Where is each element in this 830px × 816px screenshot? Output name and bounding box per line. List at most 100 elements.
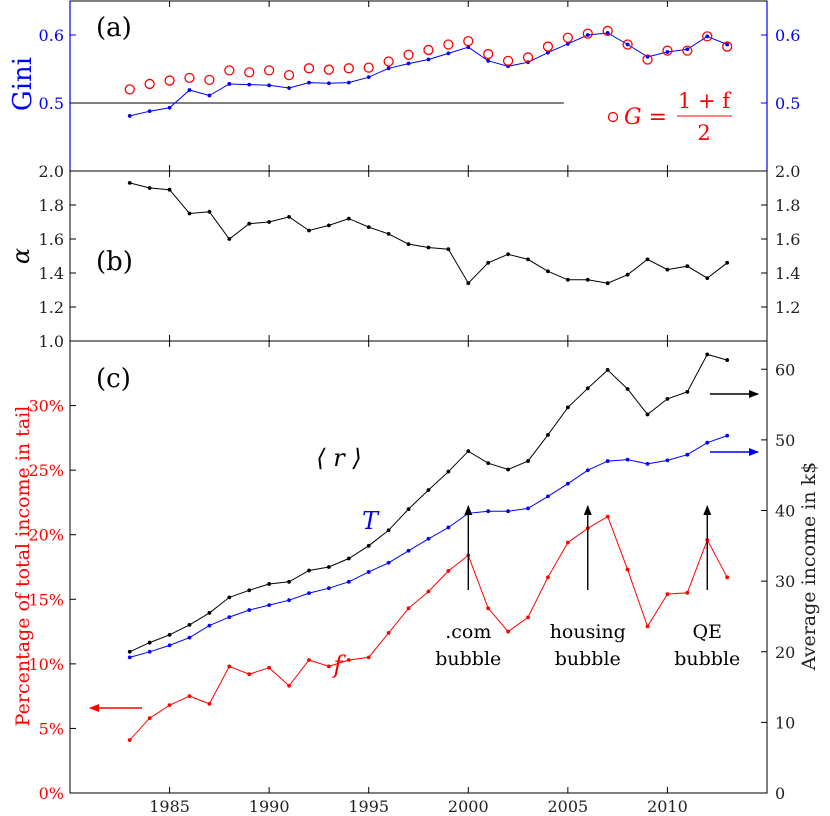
- panel-a-ylabel: Gini: [8, 57, 38, 111]
- panel-frame-c: [69, 340, 768, 794]
- gini-series-point: [665, 50, 670, 54]
- alpha-series-point: [486, 260, 491, 265]
- f-series-point: [605, 514, 610, 519]
- alpha-series-point: [247, 221, 252, 226]
- panel-b-y-tick-label: 1.8: [39, 196, 64, 215]
- bubble-annotation-text: QE: [693, 621, 722, 643]
- alpha-series-point: [307, 228, 311, 233]
- panel-b-y2-tick-label: 1.4: [775, 264, 800, 283]
- f-series-point: [247, 672, 252, 677]
- gini-formula-point: [363, 62, 374, 73]
- alpha-series-point: [147, 186, 152, 190]
- gini-series-point: [167, 105, 172, 110]
- f-series-point: [147, 716, 152, 720]
- r-series-point: [546, 433, 550, 437]
- alpha-series-point: [346, 216, 351, 221]
- alpha-series-point: [287, 215, 291, 219]
- bubble-annotation-text: bubble: [555, 648, 621, 670]
- panel-b-y2-tick-label: 1.2: [775, 298, 800, 317]
- t-series-point: [207, 623, 212, 628]
- alpha-series-point: [426, 245, 431, 250]
- t-series-label: T: [362, 507, 380, 535]
- gini-series-point: [605, 31, 610, 35]
- t-series-point: [565, 481, 570, 486]
- panel-c-ylabel: Percentage of total income in tail: [12, 406, 34, 727]
- r-series-line: [129, 353, 728, 653]
- panel-b-y-tick-label: 2.0: [39, 162, 64, 181]
- alpha-series-point: [645, 257, 650, 262]
- panel-c-y2-tick-label: 10: [775, 713, 795, 732]
- t-series-point: [406, 548, 411, 553]
- t-series-point: [187, 635, 192, 640]
- gini-formula-point: [323, 64, 335, 75]
- f-series-point: [127, 738, 132, 742]
- gini-formula-point: [662, 45, 673, 56]
- f-series-point: [665, 592, 670, 597]
- panel-a-y2-tick-label: 0.5: [775, 94, 800, 113]
- legend-formula-denominator: 2: [697, 121, 710, 145]
- r-series-point: [625, 387, 630, 391]
- t-series-point: [725, 433, 730, 438]
- panel-c-y-tick-label: 20%: [28, 526, 64, 545]
- gini-formula-point: [443, 39, 454, 50]
- gini-formula-point: [403, 49, 414, 60]
- gini-series-point: [127, 114, 132, 118]
- r-series-point: [147, 640, 152, 645]
- alpha-series-point: [386, 232, 391, 236]
- t-series-point: [167, 643, 172, 648]
- panel-c-y2-tick-label: 50: [775, 431, 795, 450]
- panel-frame-a: [69, 0, 768, 172]
- panel-c-y2-tick-label: 60: [775, 360, 795, 379]
- gini-formula-point: [483, 48, 494, 60]
- gini-series-point: [386, 66, 391, 71]
- panel-c-y-tick-label: 10%: [28, 655, 64, 674]
- x-tick-label: 2000: [448, 797, 489, 816]
- gini-series-point: [287, 86, 291, 90]
- r-series-point: [366, 543, 371, 548]
- gini-series-point: [267, 83, 272, 88]
- panel-a-y2-tick-label: 0.6: [775, 26, 800, 45]
- f-series-point: [227, 664, 232, 669]
- gini-series-point: [466, 45, 471, 50]
- panel-b-ylabel: α: [7, 248, 35, 264]
- gini-formula-point: [303, 63, 315, 74]
- f-series-point: [267, 665, 272, 670]
- gini-series-point: [307, 80, 311, 85]
- gini-formula-point: [224, 65, 235, 76]
- gini-formula-point: [383, 56, 394, 67]
- gini-series-point: [645, 54, 650, 59]
- gini-formula-point: [144, 78, 155, 90]
- alpha-series-point: [167, 187, 172, 192]
- gini-formula-point: [542, 41, 554, 52]
- r-series-point: [267, 582, 272, 586]
- gini-series-point: [207, 93, 212, 98]
- t-series-point: [366, 570, 371, 574]
- gini-formula-point: [642, 54, 653, 65]
- alpha-series-point: [366, 225, 371, 230]
- gini-series-point: [426, 57, 431, 62]
- r-series-label: ⟨ r ⟩: [316, 444, 361, 472]
- f-series-point: [307, 658, 311, 662]
- panel-b-y-tick-label: 1.2: [39, 298, 64, 317]
- f-series-point: [506, 629, 511, 634]
- r-series-point: [127, 649, 132, 654]
- r-series-point: [605, 368, 610, 372]
- t-series-point: [685, 452, 690, 457]
- gini-formula-point: [602, 25, 613, 37]
- gini-series-point: [366, 75, 371, 80]
- f-series-point: [625, 567, 630, 572]
- r-series-point: [725, 358, 730, 362]
- gini-formula-point: [502, 55, 514, 66]
- alpha-series-point: [685, 264, 690, 269]
- r-series-point: [187, 623, 192, 627]
- f-series-point: [406, 606, 411, 611]
- panel-b-label: (b): [96, 247, 133, 277]
- x-tick-label: 1990: [249, 797, 290, 816]
- r-series-point: [486, 461, 491, 466]
- panel-c-y-tick-label: 5%: [39, 719, 64, 738]
- r-series-point: [585, 386, 590, 391]
- alpha-series-point: [227, 237, 232, 241]
- gini-formula-point: [184, 72, 195, 83]
- r-series-point: [287, 579, 291, 584]
